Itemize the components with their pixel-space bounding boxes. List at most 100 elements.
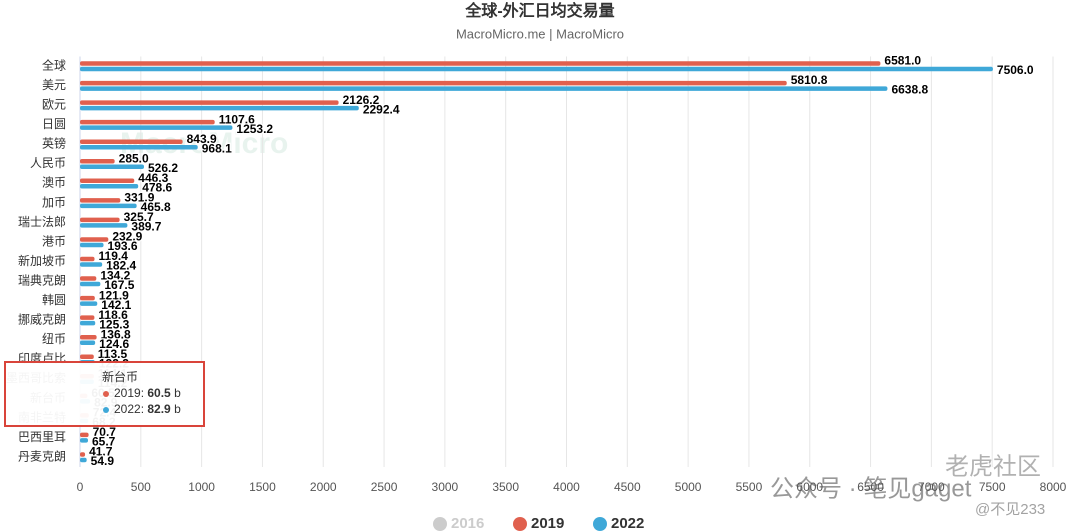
tooltip-row: 2019: 60.5 b (114, 386, 181, 400)
legend-label: 2022 (611, 515, 644, 532)
data-label: 331.9 (124, 191, 154, 205)
y-tick-label: 挪威克朗 (18, 313, 66, 327)
tooltip-text: 2022 (114, 402, 141, 416)
bar (80, 457, 87, 463)
data-label: 6638.8 (891, 83, 928, 97)
bar (80, 86, 888, 91)
data-label: 125.3 (99, 317, 129, 331)
data-label: 142.1 (101, 298, 131, 312)
bar (80, 178, 135, 184)
legend-label: 2016 (451, 515, 484, 532)
y-tick-label: 瑞士法郎 (18, 215, 66, 229)
x-tick-label: 5000 (675, 480, 702, 494)
data-label: 136.8 (101, 327, 131, 341)
data-label: 1253.2 (236, 122, 273, 136)
x-tick-label: 4000 (553, 480, 580, 494)
y-tick-label: 巴西里耳 (18, 430, 66, 444)
tooltip-text: b (174, 402, 181, 416)
data-label: 478.6 (142, 180, 172, 194)
data-label: 389.7 (131, 220, 161, 234)
legend-marker (433, 517, 447, 531)
data-label: 193.6 (108, 239, 138, 253)
bar (80, 125, 233, 130)
data-label: 843.9 (187, 132, 217, 146)
bar (80, 100, 339, 105)
x-tick-label: 5500 (736, 480, 763, 494)
data-label: 121.9 (99, 288, 129, 302)
data-label: 1107.6 (219, 112, 255, 126)
data-label: 41.7 (89, 445, 113, 459)
x-tick-label: 1000 (188, 480, 215, 494)
x-tick-label: 500 (131, 480, 151, 494)
x-tick-label: 0 (77, 480, 84, 494)
data-label: 2292.4 (363, 102, 400, 116)
data-label: 54.9 (91, 454, 115, 468)
data-label: 285.0 (119, 151, 149, 165)
data-label: 465.8 (141, 200, 171, 214)
tooltip-text: b (174, 386, 181, 400)
bar (80, 262, 103, 267)
x-tick-label: 2500 (371, 480, 398, 494)
data-label: 232.9 (112, 230, 142, 244)
bar (80, 242, 104, 248)
x-tick-label: 6500 (857, 480, 884, 494)
bar (80, 184, 139, 189)
y-tick-label: 韩圆 (42, 292, 66, 307)
data-label: 2126.2 (343, 93, 380, 107)
y-tick-label: 英镑 (42, 136, 66, 151)
bar (80, 198, 121, 203)
legend-marker (593, 517, 607, 531)
y-tick-label: 美元 (42, 78, 66, 92)
data-label: 134.2 (100, 269, 130, 283)
bar (80, 105, 359, 111)
chart-subtitle: MacroMicro.me | MacroMicro (456, 26, 624, 41)
bar (80, 256, 95, 262)
data-label: 113.5 (98, 347, 128, 361)
y-tick-label: 瑞典克朗 (18, 273, 66, 287)
data-label: 118.6 (98, 308, 128, 322)
bar (80, 334, 97, 340)
data-label: 325.7 (124, 210, 154, 224)
bar (80, 276, 97, 281)
x-tick-label: 4500 (614, 480, 641, 494)
bar (80, 301, 98, 306)
data-label: 968.1 (202, 141, 232, 155)
tooltip-title: 新台币 (102, 369, 138, 384)
bar (80, 432, 89, 438)
data-label: 70.7 (93, 425, 117, 439)
bar (80, 438, 88, 443)
bar (80, 237, 109, 242)
x-tick-label: 7000 (918, 480, 945, 494)
bar (80, 66, 993, 72)
bar (80, 80, 787, 86)
data-label: 446.3 (138, 171, 168, 185)
bar (80, 164, 144, 170)
bar (80, 139, 183, 144)
y-tick-label: 丹麦克朗 (18, 449, 66, 463)
bar (80, 281, 101, 287)
watermark: 公众号 · 笔见gaget (770, 475, 972, 502)
data-label: 65.7 (92, 435, 116, 449)
bar (80, 144, 198, 150)
data-label: 182.4 (106, 259, 136, 273)
y-tick-label: 全球 (42, 57, 66, 72)
bar (80, 340, 96, 345)
x-tick-label: 8000 (1040, 480, 1067, 494)
y-tick-label: 人民币 (30, 156, 66, 170)
tooltip-text: 82.9 (147, 402, 171, 416)
x-tick-label: 3000 (432, 480, 459, 494)
bar (80, 315, 95, 320)
tooltip-sep: : (141, 402, 148, 416)
y-tick-label: 纽币 (42, 332, 66, 346)
x-tick-label: 6000 (796, 480, 823, 494)
x-tick-label: 3500 (492, 480, 519, 494)
bar (80, 452, 86, 457)
x-tick-label: 7500 (979, 480, 1006, 494)
y-tick-label: 港币 (42, 234, 66, 248)
legend-label: 2019 (531, 515, 564, 532)
watermark: @不见233 (975, 501, 1045, 518)
tooltip-text: 2019 (114, 386, 141, 400)
bar (80, 159, 115, 164)
data-label: 124.6 (99, 337, 129, 351)
